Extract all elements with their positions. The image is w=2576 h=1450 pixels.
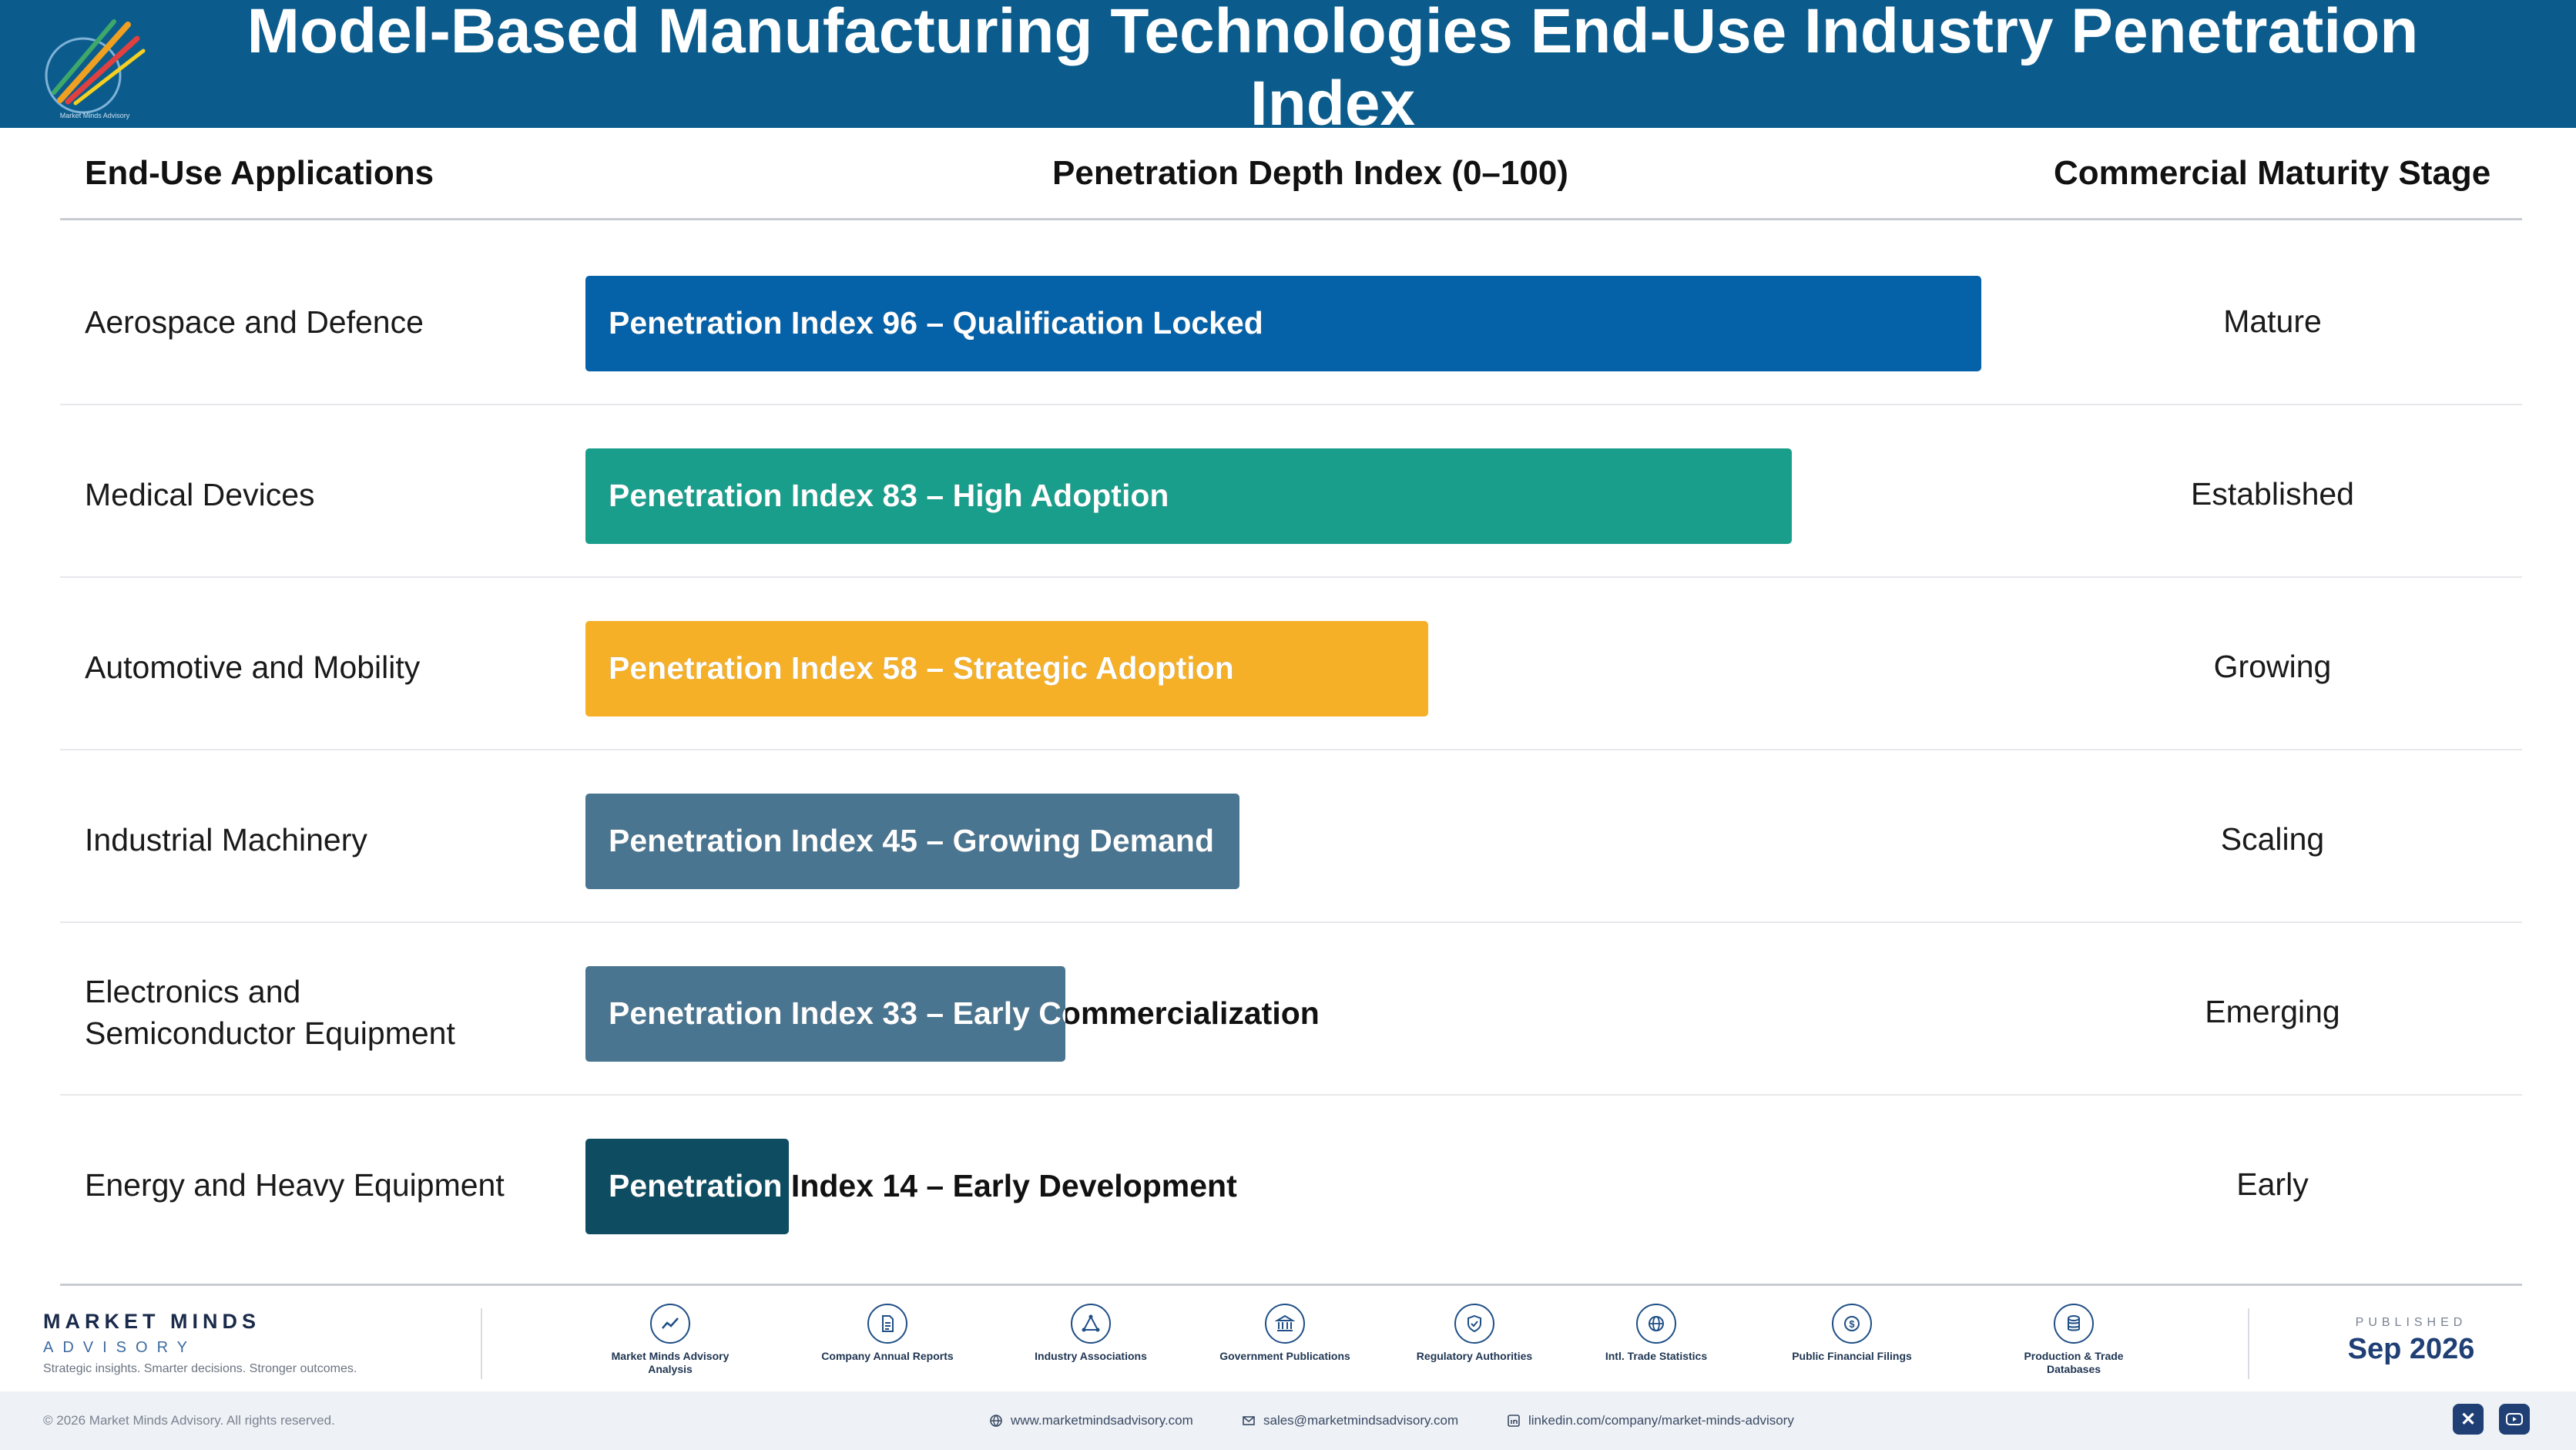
row-divider	[60, 576, 2522, 578]
email-text[interactable]: sales@marketmindsadvisory.com	[1263, 1413, 1459, 1428]
row-divider	[60, 921, 2522, 923]
bar-value-label: Penetration Index 45 – Growing Demand	[609, 823, 1215, 858]
x-social-icon[interactable]: ✕	[2453, 1404, 2484, 1435]
penetration-bar	[585, 621, 1428, 717]
footer-tagline: Strategic insights. Smarter decisions. S…	[43, 1362, 357, 1375]
column-header-stage: Commercial Maturity Stage	[2054, 154, 2491, 192]
document-icon	[867, 1304, 907, 1344]
penetration-bar	[585, 794, 1239, 889]
column-header-index: Penetration Depth Index (0–100)	[1052, 154, 1568, 192]
source-regulatory-authorities: Regulatory Authorities	[1397, 1304, 1551, 1363]
application-label: Aerospace and Defence	[85, 304, 424, 340]
application-label: Medical Devices	[85, 477, 315, 512]
footer-divider-left	[481, 1308, 482, 1379]
header-banner: Market Minds Advisory Model-Based Manufa…	[0, 0, 2576, 139]
bar-value-label: Penetration Index 33 – Early Commerciali…	[609, 995, 1320, 1031]
source-government-publications: Government Publications	[1208, 1304, 1362, 1363]
published-date: Sep 2026	[2347, 1333, 2475, 1365]
application-label: Energy and Heavy Equipment	[85, 1167, 505, 1203]
maturity-stage: Growing	[2213, 649, 2332, 684]
bar-value-label-overlay: Penetration Index 83 – High Adoption	[609, 478, 1169, 513]
penetration-bar	[585, 448, 1792, 544]
application-label: Automotive and Mobility	[85, 649, 421, 685]
company-logo: Market Minds Advisory	[45, 19, 146, 119]
maturity-stage: Mature	[2223, 304, 2322, 339]
bar-value-label-overlay: Penetration Index 58 – Strategic Adoptio…	[609, 650, 1234, 686]
source-market-minds-analysis: Market Minds Advisory Analysis	[593, 1304, 747, 1376]
linkedin-text[interactable]: linkedin.com/company/market-minds-adviso…	[1528, 1413, 1794, 1428]
column-header-applications: End-Use Applications	[85, 154, 434, 192]
maturity-stage: Established	[2191, 476, 2354, 512]
footer-contact-bar	[0, 1391, 2576, 1450]
mail-icon	[1243, 1416, 1255, 1425]
maturity-stage: Scaling	[2220, 821, 2325, 857]
penetration-bar	[585, 966, 1065, 1062]
source-label: Regulatory Authorities	[1416, 1350, 1533, 1362]
bar-value-label: Penetration Index 83 – High Adoption	[609, 478, 1169, 513]
application-label: Electronics and Semiconductor Equipment	[85, 974, 455, 1051]
email-link[interactable]: sales@marketmindsadvisory.com	[1242, 1413, 1458, 1428]
copyright-text: © 2026 Market Minds Advisory. All rights…	[43, 1413, 335, 1428]
bar-value-label: Penetration Index 14 – Early Development	[609, 1168, 1237, 1203]
globe-icon	[990, 1415, 1002, 1427]
published-label: PUBLISHED	[2355, 1316, 2467, 1329]
bar-value-label: Penetration Index 58 – Strategic Adoptio…	[609, 650, 1234, 686]
trend-line-icon	[650, 1304, 690, 1344]
row-divider	[60, 749, 2522, 750]
chart-bottom-divider	[60, 1284, 2522, 1286]
source-production-databases: Production & Trade Databases	[1997, 1304, 2151, 1376]
bar-value-label-overlay: Penetration Index 45 – Growing Demand	[609, 823, 1215, 858]
source-industry-associations: Industry Associations	[1014, 1304, 1168, 1363]
penetration-bar	[585, 1139, 789, 1234]
row-divider	[60, 404, 2522, 405]
government-building-icon	[1265, 1304, 1305, 1344]
footer-divider-right	[2248, 1308, 2249, 1379]
maturity-stage: Emerging	[2205, 994, 2340, 1029]
source-label: Public Financial Filings	[1792, 1350, 1912, 1362]
database-icon	[2054, 1304, 2094, 1344]
logo-tagline: Market Minds Advisory	[60, 112, 130, 119]
globe-icon	[1636, 1304, 1676, 1344]
application-label: Industrial Machinery	[85, 822, 367, 858]
linkedin-icon	[1508, 1415, 1520, 1427]
page-title: Model-Based Manufacturing Technologies E…	[247, 0, 2419, 139]
source-financial-filings: $ Public Financial Filings	[1775, 1304, 1929, 1363]
source-label: Industry Associations	[1035, 1350, 1147, 1362]
footer-brand: MARKET MINDS	[43, 1310, 260, 1333]
header-divider	[60, 218, 2522, 220]
source-label: Production & Trade Databases	[2024, 1350, 2124, 1375]
website-text[interactable]: www.marketmindsadvisory.com	[1011, 1413, 1193, 1428]
source-label: Intl. Trade Statistics	[1605, 1350, 1708, 1362]
source-label: Company Annual Reports	[821, 1350, 954, 1362]
footer-brand-sub: ADVISORY	[43, 1339, 196, 1356]
svg-text:$: $	[1849, 1318, 1855, 1330]
source-company-reports: Company Annual Reports	[810, 1304, 964, 1363]
bar-value-label-overlay: Penetration Index 96 – Qualification Loc…	[609, 305, 1263, 341]
network-icon	[1071, 1304, 1111, 1344]
bar-value-label: Penetration Index 96 – Qualification Loc…	[609, 305, 1263, 341]
website-link[interactable]: www.marketmindsadvisory.com	[989, 1413, 1193, 1428]
shield-check-icon	[1454, 1304, 1494, 1344]
source-label: Government Publications	[1219, 1350, 1350, 1362]
source-trade-statistics: Intl. Trade Statistics	[1579, 1304, 1733, 1363]
penetration-bar	[585, 276, 1981, 371]
source-label: Market Minds Advisory Analysis	[611, 1350, 730, 1375]
dollar-icon: $	[1832, 1304, 1872, 1344]
maturity-stage: Early	[2236, 1166, 2309, 1202]
row-divider	[60, 1094, 2522, 1096]
linkedin-link[interactable]: linkedin.com/company/market-minds-adviso…	[1507, 1413, 1794, 1428]
youtube-social-icon[interactable]	[2499, 1404, 2530, 1435]
